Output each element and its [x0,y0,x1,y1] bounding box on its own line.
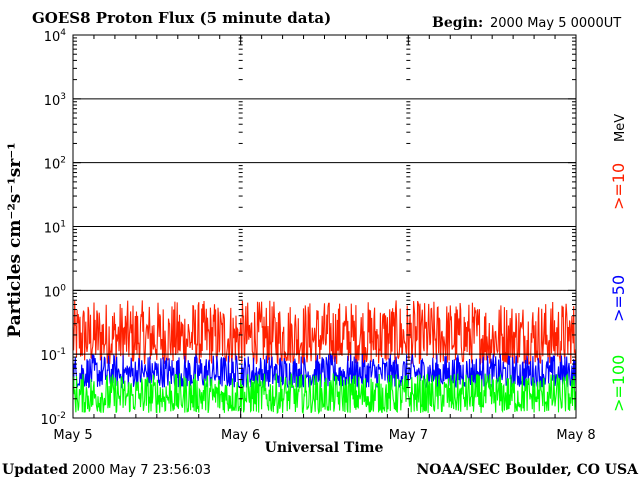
x-tick-label: May 5 [53,428,92,443]
updated-label: Updated [2,462,68,478]
y-axis-label: Particles cm⁻²s⁻¹sr⁻¹ [5,142,25,337]
y-tick-label: 102 [44,156,66,173]
x-tick-label: May 6 [221,428,260,443]
y-tick-base: 10 [44,30,61,45]
grid-layer [73,98,576,355]
y-tick-exponent: 2 [60,156,66,166]
plot-area [72,34,577,419]
y-tick-exponent: 0 [60,283,66,293]
legend-unit: MeV [613,114,628,142]
y-tick-label: 10-2 [40,411,66,428]
y-tick-base: 10 [44,158,61,173]
x-tick-label: May 8 [556,428,595,443]
y-tick-exponent: -2 [57,411,66,421]
x-axis-label: Universal Time [265,440,384,456]
y-tick-label: 104 [44,28,67,45]
series-layer [72,300,577,415]
y-tick-base: 10 [40,349,57,364]
y-tick-exponent: 4 [60,28,66,38]
legend-series-1: >=50 [609,275,628,322]
y-tick-label: 100 [44,283,67,300]
y-tick-exponent: 3 [60,92,66,102]
x-tick-labels: May 5 May 6 May 7 May 8 [53,428,595,443]
series-line-100mev [72,373,577,415]
legend-series-2: >=100 [609,355,628,412]
y-tick-base: 10 [44,222,61,237]
credit-text: NOAA/SEC Boulder, CO USA [417,462,640,478]
y-tick-exponent: 1 [60,220,66,230]
y-tick-label: 10-1 [40,347,66,364]
y-tick-exponent: -1 [57,347,66,357]
y-tick-label: 101 [44,220,66,237]
legend: >=10 >=50 >=100 MeV [609,114,628,412]
updated-value: 2000 May 7 23:56:03 [72,463,211,478]
plot-frame [72,34,577,419]
series-line-10mev [72,300,577,366]
y-tick-label: 103 [44,92,66,109]
y-tick-base: 10 [44,94,61,109]
x-tick-label: May 7 [389,428,428,443]
begin-label: Begin: [432,15,483,31]
legend-series-0: >=10 [609,163,628,210]
chart-title: GOES8 Proton Flux (5 minute data) [32,9,331,27]
y-tick-base: 10 [40,413,57,428]
y-tick-base: 10 [44,285,61,300]
begin-value: 2000 May 5 0000UT [490,16,621,31]
